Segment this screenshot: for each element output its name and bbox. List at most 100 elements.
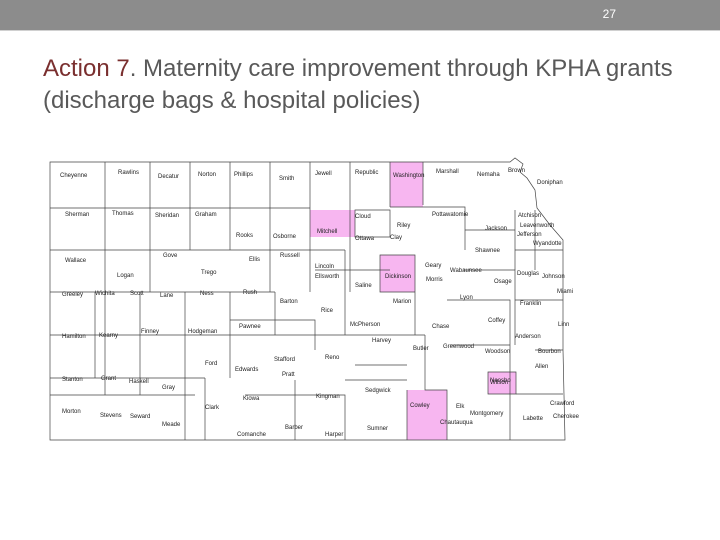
kansas-county-map: Cheyenne Rawlins Decatur Norton Phillips… (45, 150, 585, 450)
map-svg: Cheyenne Rawlins Decatur Norton Phillips… (49, 157, 580, 441)
county-label: Stafford (274, 357, 295, 363)
county-label: Sherman (65, 212, 89, 218)
county-label: Kearny (99, 333, 118, 339)
county-label: Decatur (158, 174, 179, 180)
county-label: Ness (200, 291, 214, 297)
county-label: Finney (141, 329, 159, 335)
title-lead: Action 7 (43, 55, 130, 82)
county-label: Stevens (100, 413, 122, 419)
county-label: Trego (201, 270, 217, 276)
county-label: Gray (162, 385, 175, 391)
county-fill-mitchell (310, 210, 355, 237)
county-label: Pratt (282, 372, 295, 378)
county-label: Neosho (490, 378, 511, 384)
county-label: Logan (117, 273, 134, 279)
county-label: Russell (280, 253, 300, 259)
county-label: Rawlins (118, 170, 139, 176)
county-label: Wabaunsee (450, 268, 482, 274)
county-label: Reno (325, 355, 340, 361)
county-label: Greeley (62, 292, 83, 298)
county-label: Crawford (550, 401, 574, 407)
county-label: Washington (393, 173, 424, 179)
county-label: Ottawa (355, 236, 375, 242)
county-label: Harper (325, 432, 343, 438)
county-label: Sedgwick (365, 388, 392, 394)
county-label: Doniphan (537, 180, 563, 186)
header-divider (0, 30, 720, 31)
county-label: Cheyenne (60, 173, 88, 179)
county-label: Coffey (488, 318, 505, 324)
county-label: Montgomery (470, 411, 503, 417)
county-label: Osborne (273, 234, 297, 240)
county-label: Jewell (315, 171, 332, 177)
county-label: Shawnee (475, 248, 501, 254)
county-label: Allen (535, 364, 548, 370)
county-label: Ellsworth (315, 274, 339, 280)
county-label: Lincoln (315, 264, 334, 270)
county-label: Pottawatomie (432, 212, 469, 218)
county-label: Comanche (237, 432, 267, 438)
county-fill-cowley (407, 390, 447, 440)
county-label: Wilson (490, 380, 508, 386)
county-label: Haskell (129, 379, 149, 385)
county-label: Jefferson (517, 232, 542, 238)
county-label: Chase (432, 324, 450, 330)
county-label: Labette (523, 416, 544, 422)
county-label: Osage (494, 279, 512, 285)
county-label: Nemaha (477, 172, 500, 178)
county-label: Gove (163, 253, 178, 259)
county-label: Graham (195, 212, 217, 218)
county-label: Hodgeman (188, 329, 217, 335)
county-label: Lane (160, 293, 174, 299)
county-label: Kingman (316, 394, 340, 400)
county-label: Woodson (485, 349, 510, 355)
county-label: Wallace (65, 258, 87, 264)
county-label: Butler (413, 346, 429, 352)
county-fill-nemaha (390, 162, 423, 207)
county-label: Morris (426, 277, 443, 283)
county-label: Morton (62, 409, 81, 415)
county-label: Seward (130, 414, 150, 420)
county-label: Barber (285, 425, 303, 431)
county-label: Phillips (234, 172, 253, 178)
county-fill-neosho (488, 372, 516, 394)
county-label: Riley (397, 223, 410, 229)
county-label: Ford (205, 361, 217, 367)
county-label: Sheridan (155, 213, 179, 219)
county-label: Thomas (112, 211, 134, 217)
county-label: Norton (198, 172, 216, 178)
county-label: Douglas (517, 271, 539, 277)
county-label: Elk (456, 404, 465, 410)
county-label: Sumner (367, 426, 388, 432)
county-label: Cloud (355, 214, 371, 220)
county-label: Rush (243, 290, 257, 296)
county-label: Pawnee (239, 324, 261, 330)
county-label: Saline (355, 283, 372, 289)
county-label: Atchison (518, 213, 541, 219)
county-label: Barton (280, 299, 298, 305)
county-label: Johnson (542, 274, 565, 280)
county-label: Greenwood (443, 344, 474, 350)
county-borders (49, 157, 566, 441)
county-label: Linn (558, 322, 569, 328)
county-labels: Cheyenne Rawlins Decatur Norton Phillips… (60, 168, 580, 438)
county-fill-dickinson (380, 255, 415, 292)
county-label: Lyon (460, 295, 473, 301)
county-label: Leavenworth (520, 223, 554, 229)
county-label: Wyandotte (533, 241, 562, 247)
county-label: Clark (205, 405, 220, 411)
county-label: Edwards (235, 367, 258, 373)
county-label: Miami (557, 289, 573, 295)
county-label: Ellis (249, 257, 260, 263)
county-label: Chautauqua (440, 420, 473, 426)
county-label: Harvey (372, 338, 391, 344)
county-label: Cherokee (553, 414, 580, 420)
county-label: Brown (508, 168, 525, 174)
county-label: Franklin (520, 301, 541, 307)
county-label: Jackson (485, 226, 507, 232)
county-label: Republic (355, 170, 378, 176)
county-label: Clay (390, 235, 402, 241)
county-label: McPherson (350, 322, 380, 328)
county-label: Meade (162, 422, 181, 428)
slide-title: Action 7. Maternity care improvement thr… (43, 53, 703, 117)
